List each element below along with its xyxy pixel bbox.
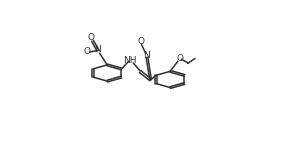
Text: NH: NH [123, 56, 137, 65]
Text: O: O [176, 54, 183, 63]
Text: N: N [94, 45, 101, 54]
Text: O: O [137, 37, 144, 46]
Text: N: N [143, 51, 150, 60]
Text: O: O [84, 47, 91, 57]
Text: O: O [87, 33, 94, 42]
